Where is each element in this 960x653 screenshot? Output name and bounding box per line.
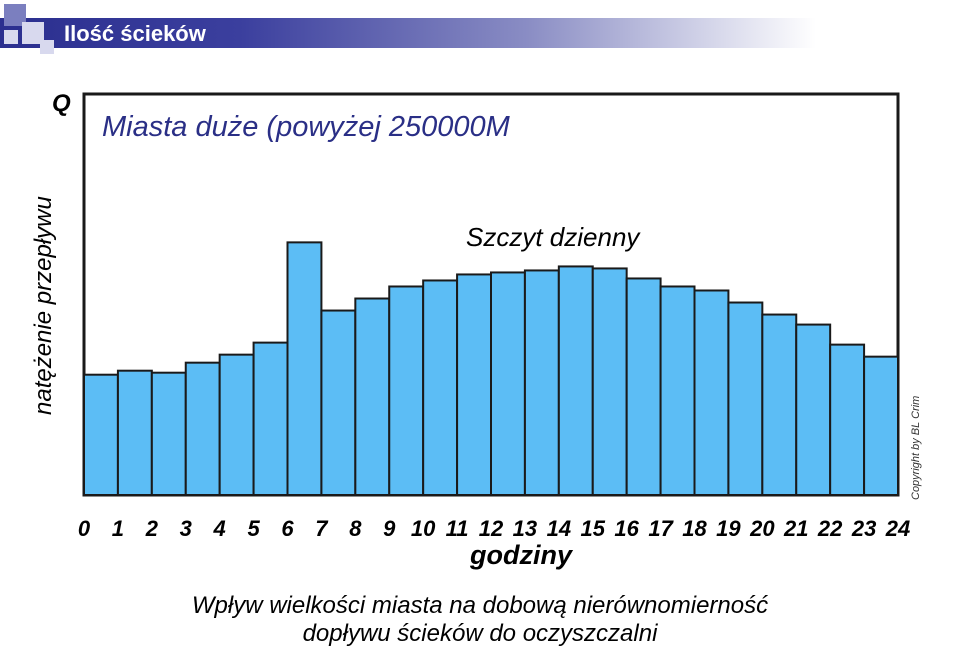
x-tick-label: 6 [281, 516, 294, 541]
x-tick-label: 23 [851, 516, 876, 541]
x-tick-label: 1 [112, 516, 124, 541]
bar-hour-12 [490, 271, 526, 496]
bar-hour-16 [625, 277, 662, 496]
x-tick-label: 10 [411, 516, 436, 541]
bar-hour-7 [320, 309, 357, 497]
y-axis-symbol: Q [52, 90, 71, 117]
bar-hour-10 [422, 279, 459, 496]
bar-hour-11 [456, 273, 493, 497]
bar-hour-3 [184, 361, 221, 497]
chart-annotation: Szczyt dzienny [466, 222, 641, 252]
bar-hour-21 [795, 323, 832, 497]
bar-hour-1 [116, 369, 153, 496]
x-tick-label: 24 [885, 516, 910, 541]
bar-hour-17 [659, 285, 696, 497]
x-tick-label: 18 [682, 516, 707, 541]
x-tick-label: 2 [145, 516, 159, 541]
x-tick-label: 9 [383, 516, 396, 541]
x-tick-label: 8 [349, 516, 362, 541]
decor-square [4, 30, 18, 44]
header-band [0, 18, 960, 48]
bar-hour-22 [829, 343, 866, 496]
x-tick-label: 0 [78, 516, 91, 541]
x-tick-label: 17 [648, 516, 674, 541]
x-tick-label: 11 [446, 516, 469, 541]
bar-hour-23 [863, 355, 899, 496]
caption-line-1: Wpływ wielkości miasta na dobową nierówn… [191, 592, 769, 619]
x-tick-label: 14 [547, 516, 571, 541]
bar-hour-20 [761, 313, 798, 496]
decor-square [22, 22, 44, 44]
x-tick-label: 22 [817, 516, 843, 541]
bar-hour-13 [523, 269, 560, 496]
x-tick-label: 5 [247, 516, 260, 541]
x-tick-label: 15 [581, 516, 606, 541]
x-tick-label: 13 [513, 516, 537, 541]
slide-title: Ilość ścieków [64, 21, 206, 46]
bar-hour-5 [252, 341, 289, 496]
caption-line-2: dopływu ścieków do oczyszczalni [302, 620, 658, 647]
bar-hour-9 [388, 285, 425, 497]
x-tick-label: 20 [749, 516, 775, 541]
bar-hour-4 [218, 353, 255, 496]
bar-hour-19 [727, 301, 764, 496]
x-tick-label: 4 [213, 516, 226, 541]
decor-square [4, 4, 26, 26]
x-tick-label: 12 [479, 516, 504, 541]
bar-hour-2 [150, 371, 187, 497]
x-axis-label: godziny [470, 540, 572, 570]
chart-title: Miasta duże (powyżej 250000M [102, 111, 511, 143]
bar-hour-0 [83, 373, 119, 497]
bar-hour-18 [693, 289, 730, 496]
bar-hour-6 [286, 241, 323, 496]
decor-square [40, 40, 54, 54]
bar-hour-15 [591, 267, 628, 496]
x-tick-label: 3 [180, 516, 192, 541]
bar-hour-8 [354, 297, 391, 497]
x-tick-label: 21 [783, 516, 808, 541]
x-tick-label: 16 [614, 516, 639, 541]
bar-hour-14 [557, 265, 594, 496]
x-tick-label: 7 [315, 516, 329, 541]
x-tick-label: 19 [716, 516, 741, 541]
